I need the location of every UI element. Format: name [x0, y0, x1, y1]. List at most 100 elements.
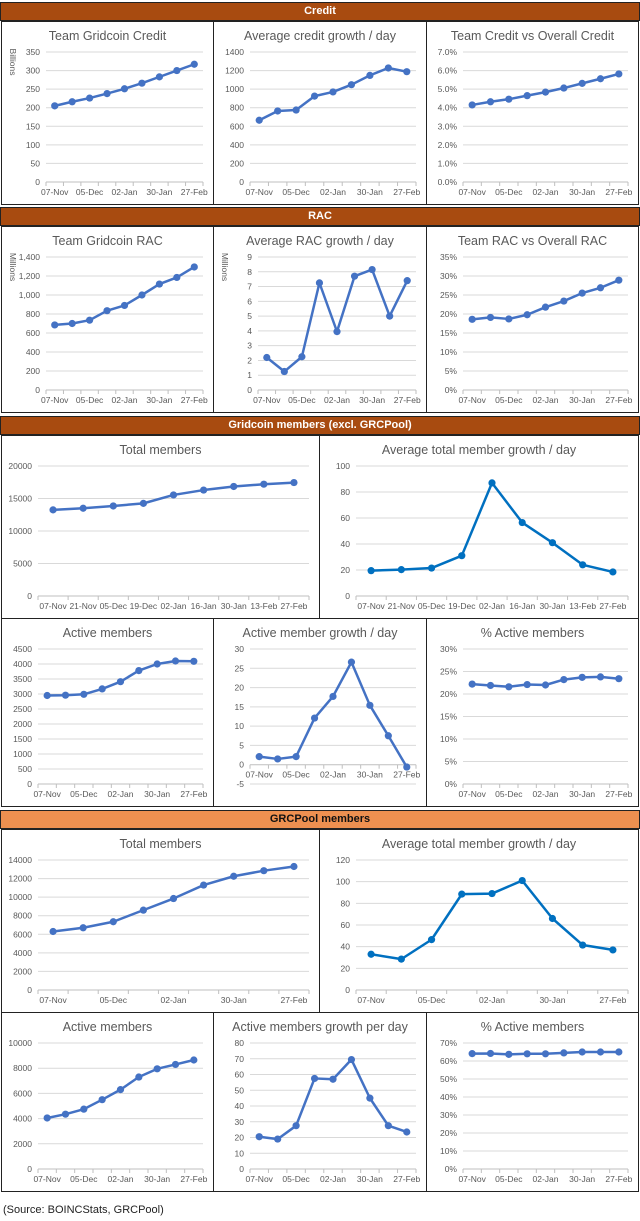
chart-title: Active member growth / day — [243, 626, 399, 640]
y-tick-label: 200 — [26, 366, 40, 376]
x-tick-label: 05-Dec — [282, 770, 310, 780]
chart-grcpool-active-members-growth: Active members growth per day 0 10 20 30 40 50… — [213, 1012, 427, 1192]
x-tick-label: 19-Dec — [448, 601, 476, 611]
data-point — [274, 107, 282, 115]
chart-svg-grcpool-pct-active-members: % Active members 0% 10% 20% 30% 40% 50% 60% 70% 0… — [440, 1020, 633, 1184]
y-tick-label: 10000 — [8, 526, 32, 536]
y-tick-label: 6.0% — [438, 66, 458, 76]
x-tick-label: 07-Nov — [39, 995, 67, 1005]
data-point — [51, 321, 59, 329]
y-tick-label: 8 — [247, 267, 252, 277]
y-tick-label: 25% — [440, 667, 457, 677]
chart-gridcoin-active-members: Active members 0 500 1000 1500 2000 2500 3000 35… — [1, 618, 214, 807]
x-tick-label: 02-Jan — [479, 601, 505, 611]
data-point — [260, 867, 268, 875]
y-tick-label: 40 — [341, 539, 351, 549]
y-tick-label: 120 — [336, 855, 350, 865]
section-header-grcpool-members: GRCPool members — [0, 810, 640, 829]
chart-grcpool-pct-active-members: % Active members 0% 10% 20% 30% 40% 50% 60% 70% 0… — [426, 1012, 639, 1192]
y-tick-label: 0 — [27, 985, 32, 995]
y-tick-label: 20 — [341, 963, 351, 973]
y-tick-label: 15% — [440, 712, 457, 722]
data-point — [505, 95, 513, 103]
data-point — [578, 289, 586, 297]
y-tick-label: 0 — [35, 385, 40, 395]
x-tick-label: 30-Jan — [146, 187, 172, 197]
data-point — [468, 315, 476, 323]
data-point — [155, 73, 163, 81]
y-tick-label: 0 — [27, 1164, 32, 1174]
data-point — [86, 94, 94, 102]
data-point — [280, 367, 288, 376]
y-tick-label: 5 — [247, 311, 252, 321]
data-point — [560, 676, 568, 684]
data-point — [347, 81, 356, 89]
y-tick-label: 3 — [247, 341, 252, 351]
x-tick-label: 07-Nov — [246, 770, 274, 780]
series-line — [371, 481, 614, 574]
y-tick-label: 5.0% — [438, 84, 458, 94]
x-tick-label: 02-Jan — [108, 789, 134, 799]
x-tick-label: 05-Dec — [70, 789, 98, 799]
x-tick-label: 05-Dec — [100, 995, 128, 1005]
data-point — [615, 276, 623, 284]
chart-svg-avg-rac-growth: Average RAC growth / day Millions 0 1 2 3 4 5 6 7… — [220, 234, 421, 405]
data-point — [79, 504, 87, 512]
x-tick-label: 30-Jan — [357, 770, 383, 780]
data-point — [109, 918, 117, 926]
y-tick-label: 10% — [440, 347, 457, 357]
series-line — [259, 1058, 408, 1141]
chart-title: % Active members — [481, 1020, 585, 1034]
x-tick-label: 07-Nov — [33, 1174, 61, 1184]
series-line — [259, 660, 408, 768]
data-point — [98, 1096, 106, 1104]
x-tick-label: 05-Dec — [418, 995, 446, 1005]
chart-title: Active members growth per day — [232, 1020, 409, 1034]
x-tick-label: 02-Jan — [112, 187, 138, 197]
chart-title: Average credit growth / day — [244, 29, 397, 43]
y-tick-label: 5000 — [13, 559, 32, 569]
y-tick-label: 60 — [341, 920, 351, 930]
chart-title: Team Credit vs Overall Credit — [451, 29, 615, 43]
data-point — [427, 564, 436, 572]
chart-team-vs-overall-credit: Team Credit vs Overall Credit 0.0% 1.0% 2.0… — [426, 21, 639, 205]
chart-title: Active members — [63, 1020, 153, 1034]
y-tick-label: 20% — [440, 689, 457, 699]
x-tick-label: 30-Jan — [569, 395, 595, 405]
x-tick-label: 27-Feb — [180, 1174, 207, 1184]
section-header-gridcoin-members: Gridcoin members (excl. GRCPool) — [0, 416, 640, 435]
y-tick-label: 1500 — [13, 734, 32, 744]
chart-title: Total members — [120, 837, 202, 851]
data-point — [200, 486, 208, 494]
data-point — [384, 64, 392, 72]
data-point — [366, 1094, 374, 1102]
x-tick-label: 27-Feb — [181, 187, 208, 197]
data-point — [403, 68, 411, 76]
y-tick-label: 4000 — [13, 659, 32, 669]
data-point — [109, 502, 117, 510]
data-point — [548, 914, 557, 923]
data-point — [523, 680, 531, 689]
chart-gridcoin-pct-active-members: % Active members 0% 5% 10% 15% 20% 25% 30% 07-No… — [426, 618, 639, 807]
y-tick-label: 500 — [18, 764, 32, 774]
data-point — [255, 116, 263, 124]
y-tick-label: 15 — [235, 702, 245, 712]
y-axis-label: Millions — [8, 253, 18, 281]
x-tick-label: 30-Jan — [359, 395, 385, 405]
y-tick-label: 60% — [440, 1056, 457, 1066]
data-point — [274, 755, 282, 763]
y-tick-label: 1000 — [225, 84, 244, 94]
x-tick-label: 21-Nov — [388, 601, 416, 611]
y-tick-label: 50 — [235, 1085, 245, 1095]
data-point — [169, 894, 178, 903]
data-point — [486, 681, 495, 690]
y-tick-label: 4.0% — [438, 103, 458, 113]
data-point — [135, 667, 143, 675]
data-point — [560, 297, 568, 305]
x-tick-label: 02-Jan — [320, 770, 346, 780]
y-tick-label: 5% — [445, 366, 458, 376]
y-axis-label: Billions — [8, 49, 18, 76]
data-point — [51, 102, 59, 110]
data-point — [367, 567, 375, 575]
y-tick-label: 600 — [230, 121, 244, 131]
